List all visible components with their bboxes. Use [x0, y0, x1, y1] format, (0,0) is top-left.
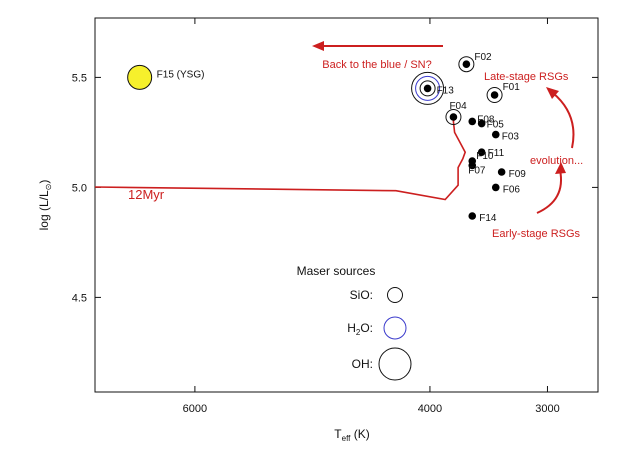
legend-marker-h2o-icon: [383, 316, 407, 340]
star-f01: F01: [486, 82, 521, 103]
star-label: F03: [502, 132, 520, 143]
star-f13: F13: [411, 71, 455, 105]
maser-ring-sio: [486, 87, 503, 103]
star-label: F04: [449, 101, 467, 112]
maser-legend: Maser sources SiO: H2O: OH:: [297, 264, 412, 381]
star-label: F15 (YSG): [157, 69, 205, 80]
star-label: F02: [474, 52, 492, 63]
star-f09: F09: [497, 168, 527, 180]
star-f06: F06: [491, 183, 521, 195]
star-label: F11: [488, 148, 505, 159]
legend-label-oh: OH:: [352, 357, 373, 371]
x-axis-title: Teff (K): [334, 427, 369, 443]
upper-evolution-arrow: [552, 92, 575, 149]
star-marker: [477, 148, 486, 156]
late-stage-label: Late-stage RSGs: [484, 71, 569, 83]
maser-ring-oh: [411, 71, 445, 105]
isochrone-label: 12Myr: [128, 187, 165, 202]
lower-evolution-arrow: [536, 169, 562, 214]
star-marker: [468, 117, 477, 126]
isochrone-track: [94, 114, 467, 201]
star-f05: F05: [477, 119, 505, 131]
y-tick-label: 4.5: [72, 292, 87, 304]
star-label: F07: [468, 165, 486, 176]
star-f11: F11: [477, 148, 505, 159]
x-tick-label: 3000: [535, 403, 559, 415]
star-f07: F07: [468, 161, 486, 176]
y-tick-label: 5.0: [72, 182, 87, 194]
maser-ring-sio: [445, 109, 462, 125]
star-marker: [468, 212, 477, 220]
annotations: Back to the blue / SN? Late-stage RSGs e…: [312, 41, 583, 240]
legend-label-sio: SiO:: [350, 288, 373, 302]
legend-marker-oh-icon: [378, 347, 412, 381]
star-marker: [468, 161, 477, 170]
star-marker: [462, 60, 471, 68]
star-marker: [423, 84, 432, 93]
star-f03: F03: [491, 130, 520, 143]
maser-ring-sio: [419, 80, 436, 97]
y-axis-title: log (L/L⊙): [37, 180, 53, 231]
y-axis: 4.5 5.0 5.5: [72, 72, 598, 304]
star-f14: F14: [468, 212, 497, 224]
y-tick-label: 5.5: [72, 72, 87, 84]
star-f15: F15 (YSG): [127, 64, 205, 90]
star-marker: [491, 130, 500, 139]
star-label: F10: [476, 151, 494, 162]
star-label: F14: [479, 213, 497, 224]
legend-label-h2o: H2O:: [347, 321, 373, 337]
back-to-blue-label: Back to the blue / SN?: [322, 59, 431, 71]
early-stage-label: Early-stage RSGs: [492, 228, 581, 240]
star-label: F06: [503, 184, 521, 195]
lower-evolution-arrowhead-icon: [555, 162, 566, 174]
star-label: F05: [487, 120, 505, 131]
star-label: F01: [503, 82, 521, 93]
upper-evolution-arrowhead-icon: [546, 87, 559, 99]
sun-symbol-icon: ⊙: [44, 184, 53, 191]
star-label: F08: [477, 114, 495, 125]
star-marker: [491, 183, 500, 192]
back-to-blue-arrowhead-icon: [312, 41, 324, 51]
star-marker: [497, 168, 506, 176]
plot-frame: [94, 17, 599, 393]
star-label: F09: [509, 169, 527, 180]
legend-marker-sio-icon: [387, 287, 403, 303]
star-marker: [449, 113, 458, 121]
star-f08: F08: [468, 114, 495, 126]
legend-title: Maser sources: [297, 264, 376, 278]
maser-ring-h2o: [415, 75, 441, 101]
star-f04: F04: [445, 101, 467, 125]
star-label: F13: [437, 85, 455, 96]
x-tick-label: 4000: [418, 403, 442, 415]
evolution-label: evolution...: [530, 155, 583, 167]
maser-ring-sio: [458, 56, 475, 73]
star-marker: [490, 91, 499, 99]
x-axis: 6000 4000 3000: [183, 18, 560, 415]
x-tick-label: 6000: [183, 403, 207, 415]
star-marker: [477, 119, 486, 128]
star-marker-ysg: [127, 64, 153, 90]
star-f02: F02: [458, 52, 492, 73]
